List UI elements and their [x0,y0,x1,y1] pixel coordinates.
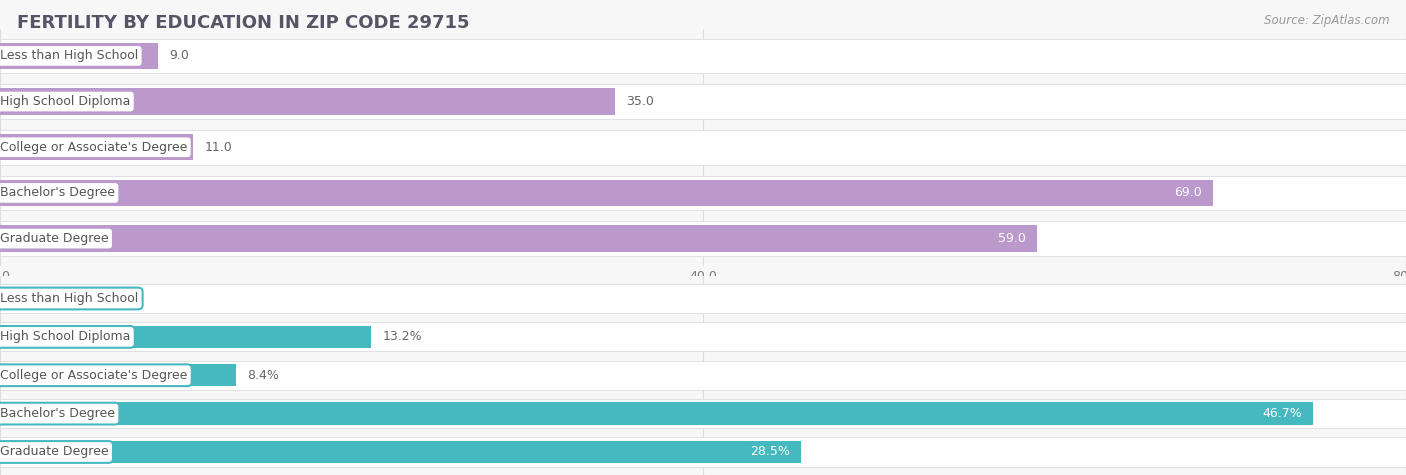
Text: Bachelor's Degree: Bachelor's Degree [0,407,115,420]
Text: Graduate Degree: Graduate Degree [0,232,108,245]
Text: 11.0: 11.0 [205,141,232,154]
Text: Graduate Degree: Graduate Degree [0,446,108,458]
Text: Less than High School: Less than High School [0,49,138,62]
Bar [0,176,1406,210]
Bar [0,364,236,386]
Bar [0,284,1406,313]
Bar [0,225,1038,252]
Bar [0,38,1406,73]
Text: Bachelor's Degree: Bachelor's Degree [0,186,115,200]
Bar [0,43,157,69]
Text: 46.7%: 46.7% [1263,407,1302,420]
Text: 35.0: 35.0 [626,95,654,108]
Bar [0,134,194,161]
Text: High School Diploma: High School Diploma [0,95,131,108]
Bar [0,441,801,463]
Bar [0,221,1406,256]
Text: College or Associate's Degree: College or Associate's Degree [0,369,187,382]
Bar [0,326,371,348]
Text: College or Associate's Degree: College or Associate's Degree [0,141,187,154]
Bar [0,88,616,115]
Bar [0,287,90,310]
Bar [0,361,1406,390]
Text: 8.4%: 8.4% [247,369,280,382]
Bar [0,180,1212,206]
Text: High School Diploma: High School Diploma [0,331,131,343]
Bar [0,399,1406,428]
Bar [0,84,1406,119]
Bar [0,402,1313,425]
Text: FERTILITY BY EDUCATION IN ZIP CODE 29715: FERTILITY BY EDUCATION IN ZIP CODE 29715 [17,14,470,32]
Bar [0,130,1406,165]
Text: 13.2%: 13.2% [382,331,422,343]
Bar [0,323,1406,352]
Text: 69.0: 69.0 [1174,186,1201,200]
Text: 3.2%: 3.2% [101,292,134,305]
Text: 9.0: 9.0 [170,49,190,62]
Text: 28.5%: 28.5% [751,446,790,458]
Bar [0,437,1406,466]
Text: Less than High School: Less than High School [0,292,138,305]
Text: Source: ZipAtlas.com: Source: ZipAtlas.com [1264,14,1389,27]
Text: 59.0: 59.0 [998,232,1025,245]
